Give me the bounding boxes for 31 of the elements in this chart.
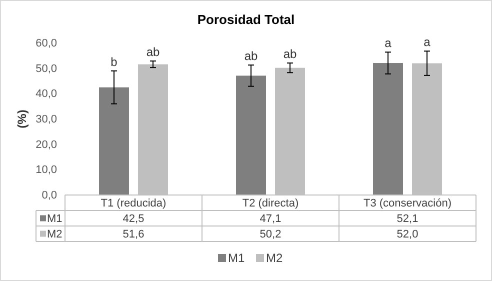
annotation: ab: [283, 47, 297, 62]
x-tick-label: T1 (reducida): [100, 198, 166, 210]
y-tick-label: 50,0: [36, 62, 57, 75]
data-label: 51,6: [122, 228, 144, 240]
x-tick-label: T2 (directa): [242, 198, 299, 210]
y-tick-label: 60,0: [36, 38, 57, 50]
y-tick-label: 40,0: [36, 88, 57, 100]
text: M1: [228, 251, 245, 265]
annotation: ab: [244, 49, 258, 64]
data-label: 50,2: [260, 228, 282, 240]
bar: [373, 63, 403, 195]
annotation: ab: [146, 44, 160, 59]
annotation: a: [384, 36, 392, 50]
text: M2: [47, 228, 62, 240]
chart-title: Porosidad Total: [197, 12, 295, 27]
legend-label: M1: [47, 213, 62, 225]
annotation: a: [424, 35, 431, 50]
y-tick-label: 0,0: [42, 190, 57, 202]
data-label: 42,5: [122, 213, 144, 225]
x-tick-label: T3 (conservación): [363, 198, 452, 210]
y-tick-label: 30,0: [36, 114, 57, 126]
annotation: b: [110, 54, 118, 69]
bar: [236, 76, 266, 195]
data-label: 47,1: [260, 213, 282, 225]
y-tick-label: 10,0: [36, 164, 57, 176]
legend-label: M2: [266, 251, 283, 265]
y-tick-label: 20,0: [36, 138, 57, 151]
data-label: 52,0: [396, 228, 418, 240]
data-label: 52,1: [396, 213, 418, 225]
bar: [99, 87, 129, 195]
y-axis-title: (%): [15, 110, 29, 128]
